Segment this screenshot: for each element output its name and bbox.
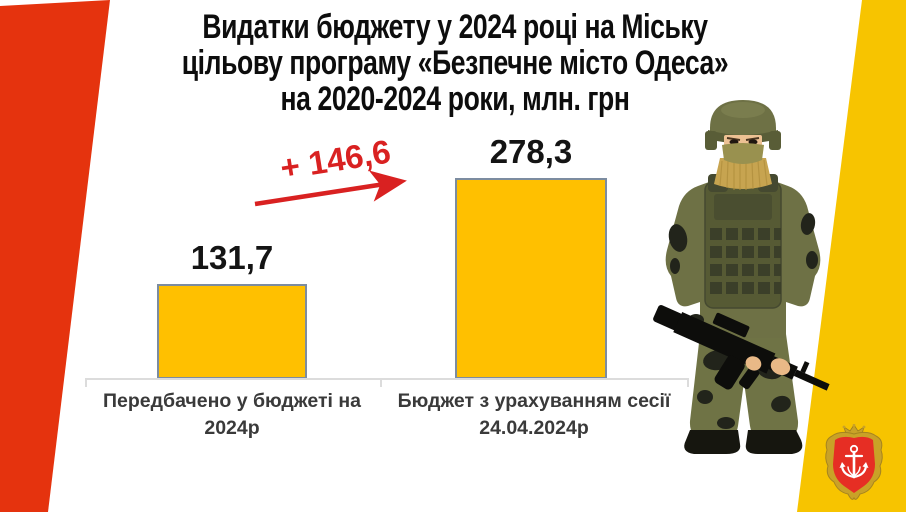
soldier-illustration-icon bbox=[653, 100, 830, 454]
category-label-planned-line-1: Передбачено у бюджеті на bbox=[103, 390, 361, 412]
bar-group-planned: 131,7 bbox=[157, 239, 307, 379]
category-label-updated: Бюджет з урахуванням сесії 24.04.2024р bbox=[384, 388, 684, 442]
bar-planned bbox=[157, 284, 307, 379]
delta-arrow-icon bbox=[254, 170, 407, 207]
bar-group-updated: 278,3 bbox=[455, 133, 607, 379]
category-label-planned: Передбачено у бюджеті на 2024р bbox=[83, 388, 381, 442]
bar-value-label-planned: 131,7 bbox=[190, 239, 274, 276]
odesa-coat-of-arms-icon bbox=[825, 424, 883, 500]
axis-tick bbox=[85, 378, 87, 387]
title-line-1: Видатки бюджету у 2024 році на Міську bbox=[202, 8, 708, 46]
axis-tick bbox=[380, 378, 382, 387]
title-line-3: на 2020-2024 роки, млн. грн bbox=[280, 80, 630, 118]
title-line-2: цільову програму «Безпечне місто Одеса» bbox=[181, 44, 729, 82]
bar-updated bbox=[455, 178, 607, 379]
category-label-updated-line-1: Бюджет з урахуванням сесії bbox=[397, 390, 671, 412]
bar-value-label-updated: 278,3 bbox=[489, 133, 573, 170]
axis-tick bbox=[687, 378, 689, 387]
category-label-updated-line-2: 24.04.2024р bbox=[479, 417, 589, 439]
page-title: Видатки бюджету у 2024 році на Міську ці… bbox=[88, 9, 822, 117]
category-axis bbox=[85, 378, 688, 380]
category-label-planned-line-2: 2024р bbox=[204, 417, 260, 439]
